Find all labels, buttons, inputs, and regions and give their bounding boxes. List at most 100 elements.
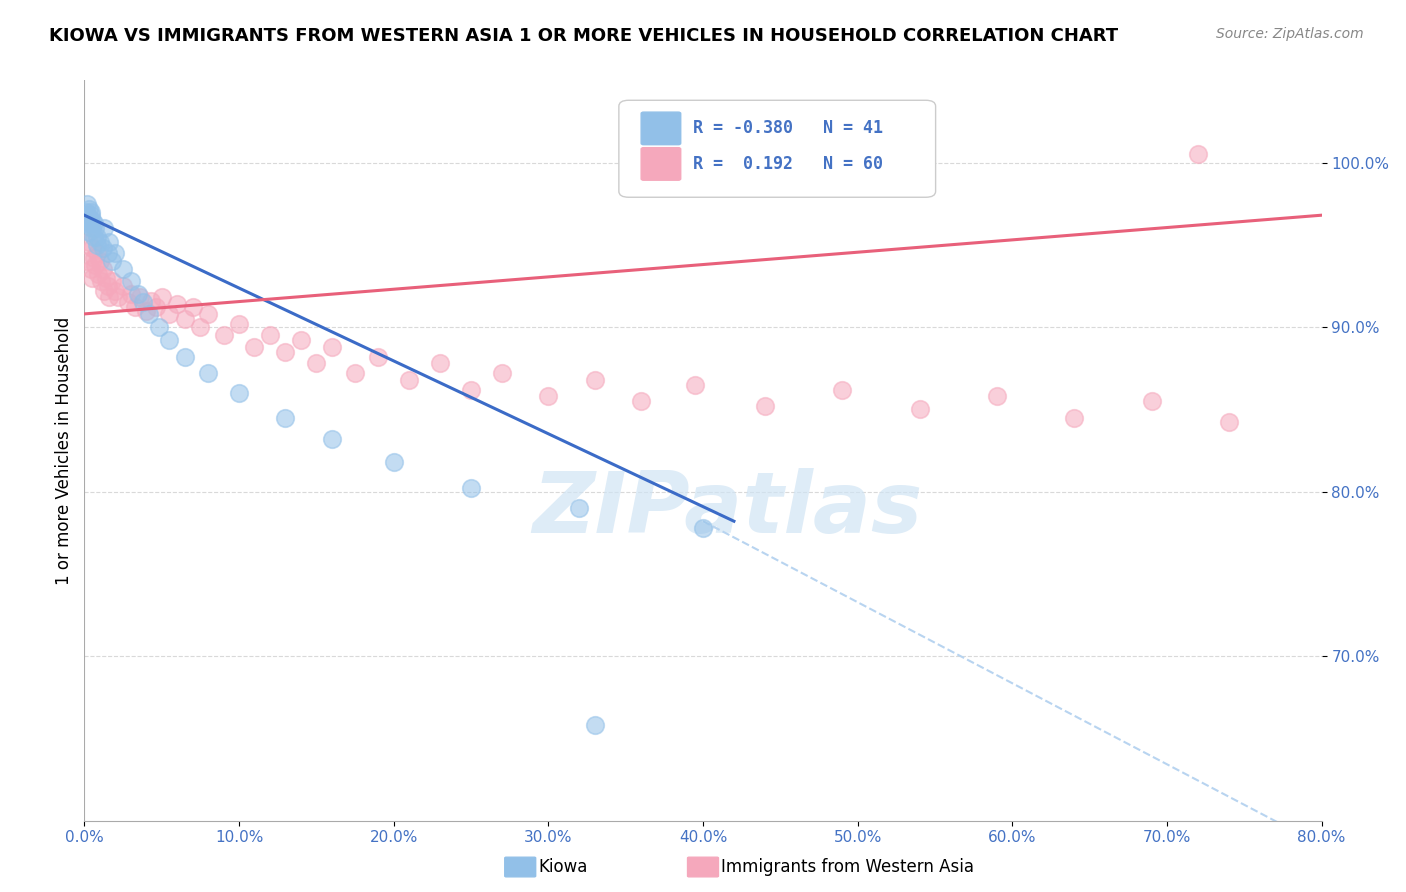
Point [94,270,117,285]
Point [181,301,204,315]
Point [77,202,100,216]
Point [82,213,104,227]
Point [568,501,591,516]
Point [321,432,343,446]
Point [91,241,114,255]
Point [124,301,146,315]
Point [82,270,104,285]
Point [96,279,118,293]
Point [104,284,127,298]
Point [197,366,219,380]
FancyBboxPatch shape [641,148,681,180]
Point [91,262,114,277]
Point [79,262,101,277]
Point [120,287,142,301]
Point [491,366,513,380]
Point [77,225,100,239]
Point [367,350,389,364]
Point [101,254,124,268]
Point [86,237,108,252]
Point [127,287,149,301]
Point [138,307,160,321]
Point [630,394,652,409]
FancyBboxPatch shape [619,100,935,197]
Point [321,340,343,354]
Point [112,279,135,293]
Point [79,205,101,219]
Point [212,328,235,343]
Point [139,293,162,308]
Point [197,307,219,321]
Point [460,481,482,495]
Point [583,718,606,732]
Point [79,216,101,230]
Point [1187,147,1209,161]
Point [305,356,328,370]
Point [831,383,853,397]
Point [188,320,211,334]
Point [174,350,197,364]
Point [86,229,108,244]
Point [1063,410,1085,425]
Y-axis label: 1 or more Vehicles in Household: 1 or more Vehicles in Household [55,317,73,584]
Point [166,297,188,311]
Point [89,254,111,268]
Point [382,455,405,469]
Point [908,402,931,417]
Point [75,205,97,219]
Point [986,389,1008,403]
Point [150,290,173,304]
Point [76,196,98,211]
Point [274,344,297,359]
Point [84,258,107,272]
Point [117,295,139,310]
Point [129,290,152,304]
Point [685,377,707,392]
Point [98,235,121,249]
Point [135,303,157,318]
Point [1218,416,1240,430]
Point [87,268,110,282]
Point [290,333,312,347]
Point [148,320,170,334]
Point [120,274,142,288]
Point [82,221,104,235]
Point [101,274,124,288]
Text: Immigrants from Western Asia: Immigrants from Western Asia [721,858,974,876]
Point [93,284,115,298]
Point [83,216,105,230]
Point [259,328,281,343]
Text: Kiowa: Kiowa [538,858,588,876]
Point [96,246,118,260]
Point [754,399,776,413]
Point [76,254,98,268]
Point [86,246,108,260]
Point [145,301,167,315]
Point [98,290,121,304]
Point [1140,394,1163,409]
Point [537,389,560,403]
FancyBboxPatch shape [641,112,681,145]
Point [84,221,107,235]
Point [75,216,97,230]
Point [76,208,98,222]
Point [228,317,250,331]
Point [583,373,606,387]
Point [243,340,266,354]
Point [460,383,482,397]
Point [93,221,115,235]
Point [83,251,105,265]
Point [228,385,250,400]
Point [692,521,714,535]
Point [89,235,111,249]
Point [77,235,100,249]
Point [132,295,155,310]
Point [90,274,112,288]
Text: Source: ZipAtlas.com: Source: ZipAtlas.com [1216,27,1364,41]
Point [77,211,100,226]
Point [112,262,135,277]
Point [79,208,101,222]
Point [104,246,127,260]
Point [82,241,104,255]
Text: R =  0.192   N = 60: R = 0.192 N = 60 [693,155,883,173]
